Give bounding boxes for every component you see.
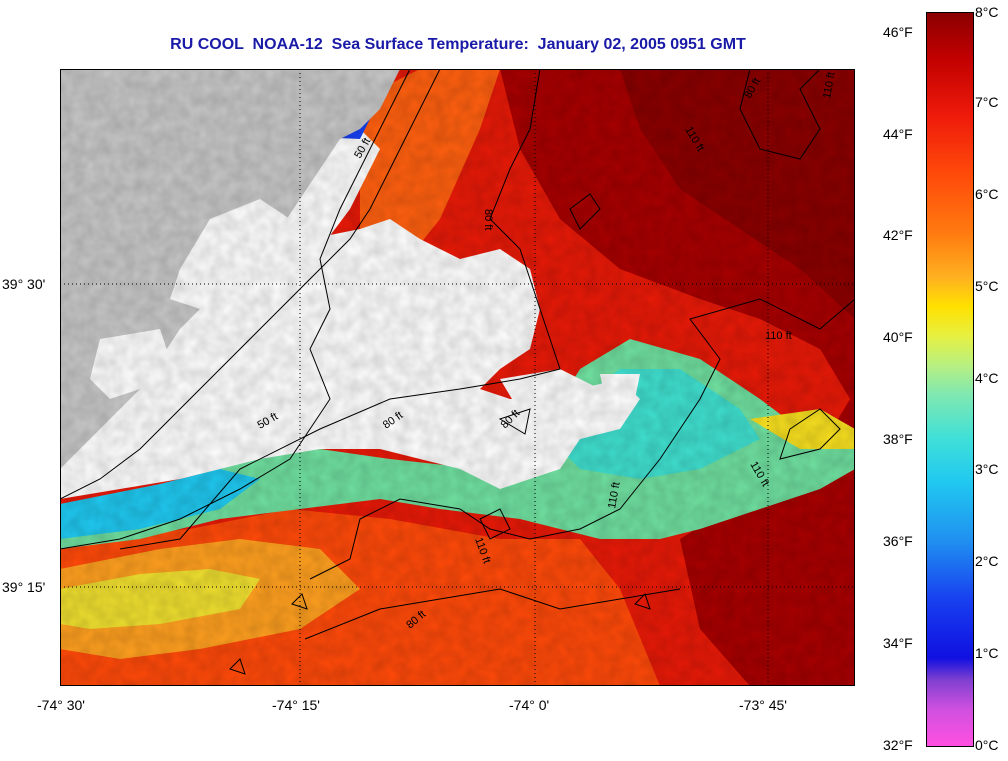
graticule xyxy=(60,69,855,686)
sst-map[interactable]: 50 ft 50 ft 80 ft 80 ft 80 ft 80 ft 80 f… xyxy=(60,69,855,686)
colorbar-c-label: 6°C xyxy=(975,186,999,202)
colorbar-c-label: 2°C xyxy=(975,553,999,569)
colorbar-f-label: 36°F xyxy=(883,533,913,549)
lon-label-73-45: -73° 45' xyxy=(739,697,787,713)
pixel-texture xyxy=(60,69,855,686)
sst-map-svg: 50 ft 50 ft 80 ft 80 ft 80 ft 80 ft 80 f… xyxy=(60,69,855,686)
colorbar-c-label: 3°C xyxy=(975,461,999,477)
lon-label-74-30: -74° 30' xyxy=(37,697,85,713)
colorbar-f-label: 42°F xyxy=(883,227,913,243)
colorbar-c-label: 8°C xyxy=(975,4,999,20)
colorbar-c-label: 5°C xyxy=(975,278,999,294)
lon-label-74-00: -74° 0' xyxy=(509,697,550,713)
colorbar-f-label: 40°F xyxy=(883,329,913,345)
colorbar-c-label: 1°C xyxy=(975,645,999,661)
colorbar-f-label: 34°F xyxy=(883,635,913,651)
colorbar-f-label: 44°F xyxy=(883,126,913,142)
map-border xyxy=(60,69,855,686)
chart-title: RU COOL NOAA-12 Sea Surface Temperature:… xyxy=(170,36,746,53)
colorbar-f-label: 38°F xyxy=(883,431,913,447)
colorbar-f-label: 46°F xyxy=(883,24,913,40)
lat-label-39-15: 39° 15' xyxy=(2,579,46,595)
lon-label-74-15: -74° 15' xyxy=(272,697,320,713)
colorbar-c-label: 7°C xyxy=(975,94,999,110)
colorbar-c-label: 4°C xyxy=(975,370,999,386)
colorbar-f-label: 32°F xyxy=(883,737,913,753)
lat-label-39-30: 39° 30' xyxy=(2,276,46,292)
colorbar xyxy=(926,12,974,747)
colorbar-c-label: 0°C xyxy=(975,737,999,753)
